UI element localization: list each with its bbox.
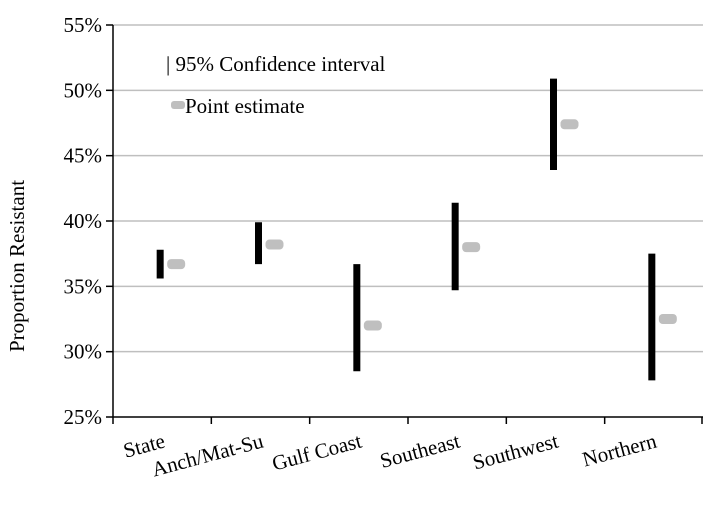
x-tick-label: Southwest	[470, 429, 561, 475]
legend-ci-label: | 95% Confidence interval	[166, 52, 386, 76]
y-tick-label: 25%	[64, 405, 103, 429]
y-tick-labels: 25% 30% 35% 40% 45% 50% 55%	[64, 13, 103, 429]
y-tick-label: 30%	[64, 340, 103, 364]
y-tick-label: 40%	[64, 209, 103, 233]
x-tick-label: Gulf Coast	[269, 429, 364, 476]
data-marks	[156, 78, 677, 381]
x-tick-label: Northern	[580, 429, 660, 472]
point-estimate-marker	[560, 119, 579, 130]
x-tick-label: Anch/Mat-Su	[149, 429, 266, 482]
y-axis-title: Proportion Resistant	[5, 180, 29, 352]
gridlines	[113, 24, 703, 353]
point-estimate-marker	[167, 259, 186, 270]
point-estimate-marker	[363, 320, 382, 331]
y-tick-label: 55%	[64, 13, 103, 37]
point-estimate-marker	[265, 239, 284, 250]
legend: | 95% Confidence interval Point estimate	[166, 52, 386, 118]
legend-point-label: Point estimate	[185, 94, 305, 118]
x-tick-label: Southeast	[377, 429, 462, 473]
y-tick-label: 35%	[64, 274, 103, 298]
y-tick-label: 50%	[64, 78, 103, 102]
legend-point-swatch	[171, 101, 185, 109]
y-tick-label: 45%	[64, 144, 103, 168]
axes	[106, 24, 703, 424]
point-estimate-marker	[462, 242, 481, 253]
point-estimate-marker	[658, 314, 677, 324]
